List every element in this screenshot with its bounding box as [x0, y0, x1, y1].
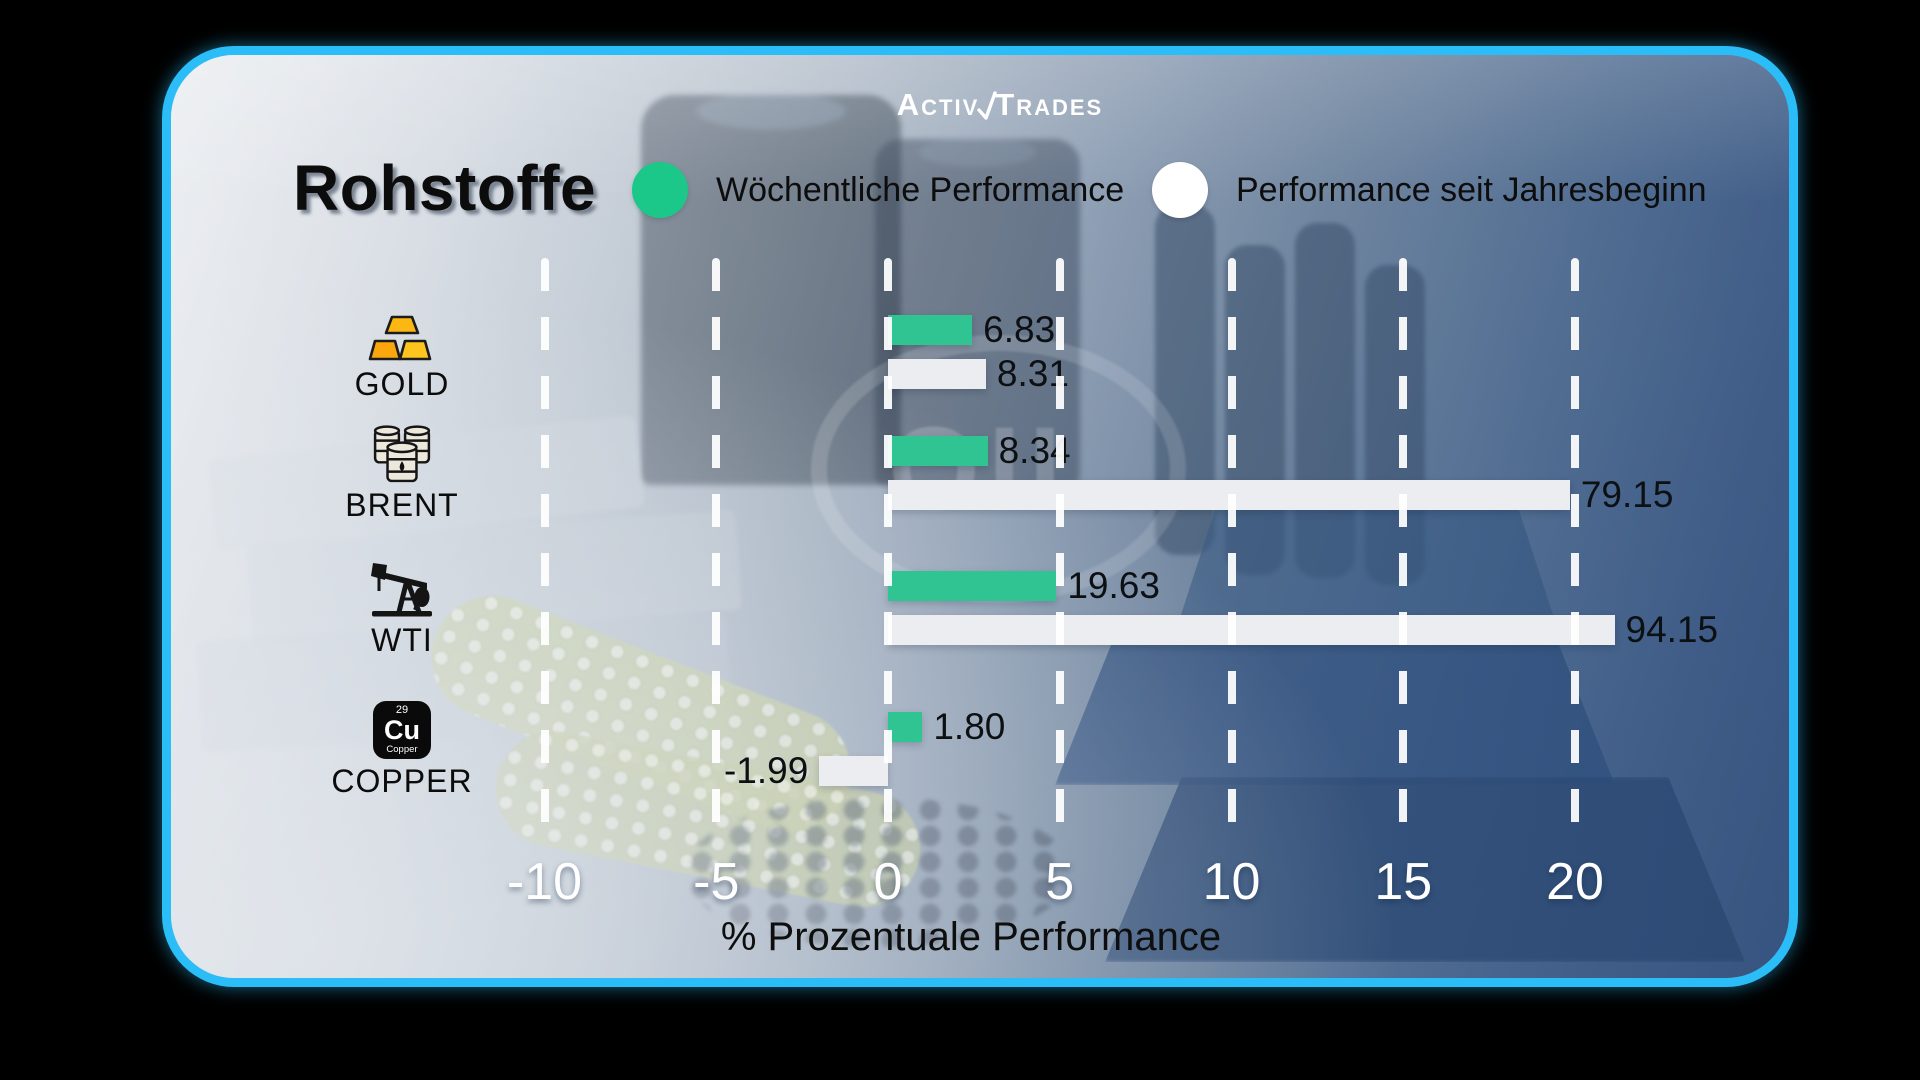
weekly-value-label: 6.83 [983, 309, 1056, 350]
logo-text-left: Activ [896, 87, 980, 122]
ytd-performance-bar [888, 359, 986, 389]
blue-tint-overlay [171, 55, 1789, 978]
ytd-performance-bar [819, 756, 888, 786]
category-cell: 29 Cu Copper COPPER [322, 701, 482, 800]
oil-pumpjack-icon [322, 560, 482, 618]
chart-card: OIL Activ Trades Rohstoffe Wöchentliche P… [162, 46, 1798, 987]
green-legend-dot-icon [632, 162, 688, 218]
ytd-value-label: -1.99 [723, 750, 809, 791]
weekly-performance-bar [888, 712, 923, 742]
white-legend-dot-icon [1152, 162, 1208, 218]
ytd-value-label: 94.15 [1625, 609, 1719, 650]
legend-weekly: Wöchentliche Performance [632, 162, 1124, 218]
legend-weekly-label: Wöchentliche Performance [716, 170, 1125, 209]
legend-ytd-label: Performance seit Jahresbeginn [1236, 170, 1707, 209]
legend-ytd: Performance seit Jahresbeginn [1152, 162, 1707, 218]
category-cell: WTI [322, 560, 482, 659]
background-collage: OIL [171, 55, 1789, 978]
element-number: 29 [395, 704, 409, 717]
check-slash-icon [977, 91, 997, 120]
activtrades-logo: Activ Trades [750, 87, 1250, 123]
category-label: GOLD [354, 366, 450, 402]
category-cell: GOLD [322, 304, 482, 403]
logo-text-right: Trades [995, 87, 1104, 122]
weekly-performance-bar [888, 436, 988, 466]
category-cell: BRENT [322, 425, 482, 524]
weekly-performance-bar [888, 571, 1057, 601]
ytd-value-label: 79.15 [1580, 474, 1674, 515]
ytd-value-label: 8.31 [996, 353, 1069, 394]
page-title: Rohstoffe [293, 152, 597, 224]
weekly-value-label: 1.80 [933, 706, 1006, 747]
ytd-performance-bar [888, 480, 1570, 510]
gold-bars-icon [322, 304, 482, 362]
bar-rows: GOLD 6.83 8.31 [171, 55, 1789, 978]
x-axis-title: % Prozentuale Performance [720, 915, 1222, 959]
category-label: BRENT [345, 487, 459, 523]
element-name: Copper [386, 744, 418, 756]
category-label: COPPER [331, 763, 473, 799]
oil-barrels-icon [322, 425, 482, 483]
element-symbol: Cu [384, 715, 420, 746]
weekly-value-label: 8.34 [998, 430, 1071, 471]
weekly-value-label: 19.63 [1067, 565, 1160, 606]
weekly-performance-bar [888, 315, 973, 345]
ytd-performance-bar [888, 615, 1615, 645]
copper-element-icon: 29 Cu Copper [322, 701, 482, 759]
category-label: WTI [371, 622, 433, 658]
